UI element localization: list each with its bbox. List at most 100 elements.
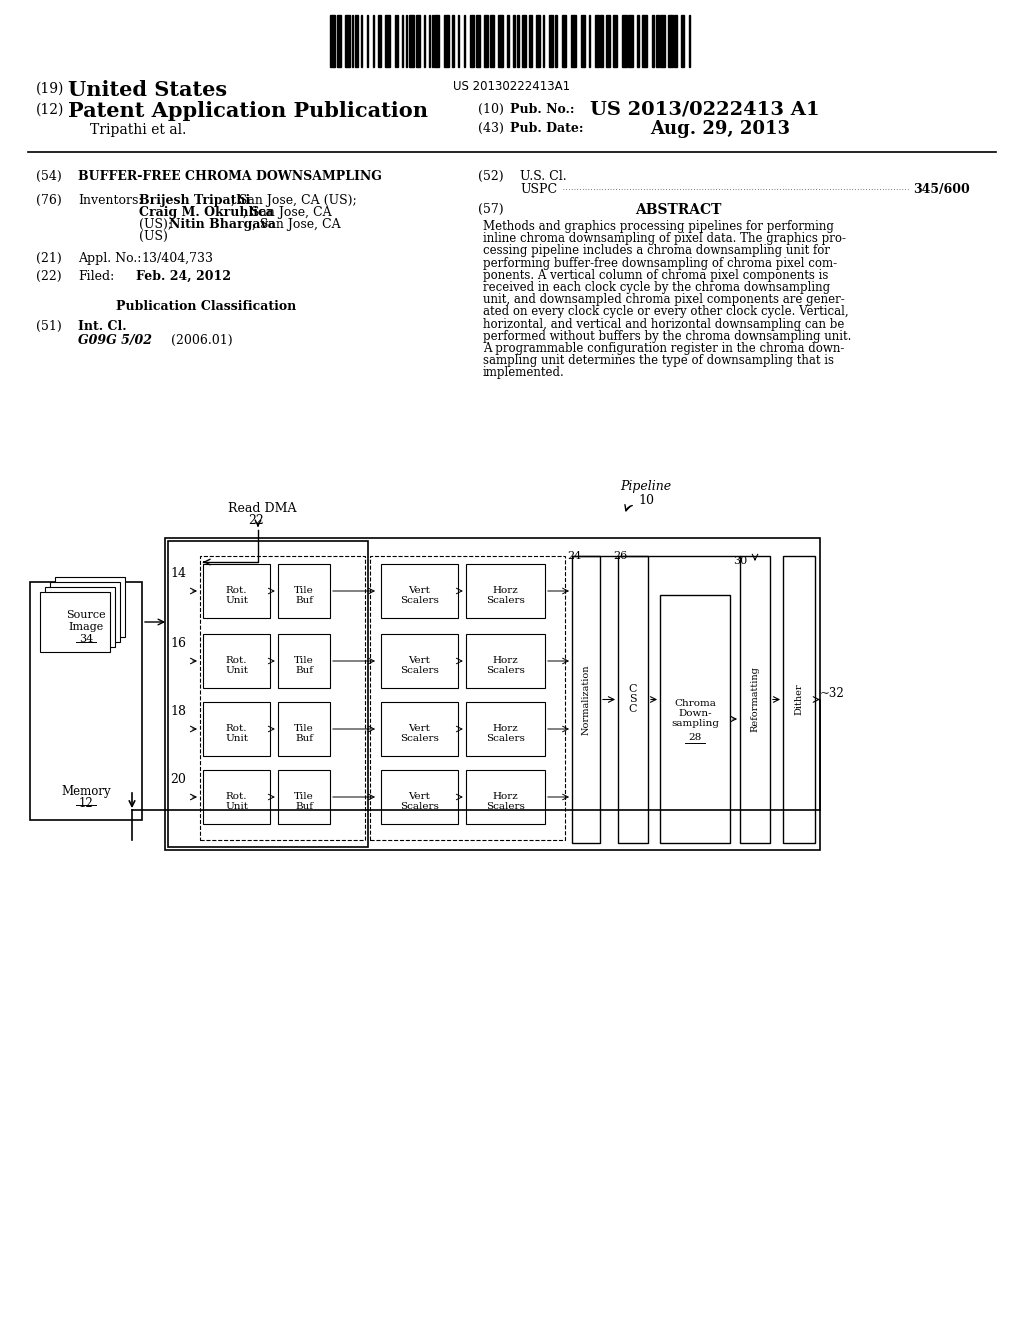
Bar bbox=[381, 564, 458, 618]
Text: Read DMA: Read DMA bbox=[228, 502, 297, 515]
Text: Rot.: Rot. bbox=[225, 723, 247, 733]
Bar bbox=[740, 556, 770, 843]
Bar bbox=[278, 634, 330, 688]
Text: Craig M. Okruhlica: Craig M. Okruhlica bbox=[139, 206, 273, 219]
Bar bbox=[416, 15, 420, 67]
Text: Tile: Tile bbox=[294, 656, 314, 665]
Bar bbox=[50, 582, 120, 642]
Text: A programmable configuration register in the chroma down-: A programmable configuration register in… bbox=[483, 342, 845, 355]
Bar bbox=[522, 15, 526, 67]
Text: Rot.: Rot. bbox=[225, 656, 247, 665]
Text: Pipeline: Pipeline bbox=[620, 480, 671, 492]
Text: , San Jose, CA: , San Jose, CA bbox=[243, 206, 332, 219]
Bar bbox=[668, 15, 673, 67]
Text: Inventors:: Inventors: bbox=[78, 194, 142, 207]
Text: Vert: Vert bbox=[409, 656, 430, 665]
Bar bbox=[613, 15, 617, 67]
Text: Scalers: Scalers bbox=[486, 734, 525, 743]
Bar bbox=[203, 564, 270, 618]
Text: 345/600: 345/600 bbox=[913, 183, 970, 195]
Text: Scalers: Scalers bbox=[400, 734, 439, 743]
Text: 12: 12 bbox=[79, 797, 93, 810]
Text: (19): (19) bbox=[36, 82, 65, 96]
Text: 28: 28 bbox=[688, 733, 701, 742]
Text: Brijesh Tripathi: Brijesh Tripathi bbox=[139, 194, 250, 207]
Bar bbox=[555, 15, 557, 67]
Text: BUFFER-FREE CHROMA DOWNSAMPLING: BUFFER-FREE CHROMA DOWNSAMPLING bbox=[78, 170, 382, 183]
Text: Memory: Memory bbox=[61, 785, 111, 799]
Text: Scalers: Scalers bbox=[486, 803, 525, 810]
Text: US 2013/0222413 A1: US 2013/0222413 A1 bbox=[590, 102, 819, 119]
Text: Unit: Unit bbox=[225, 667, 248, 675]
Bar bbox=[470, 15, 474, 67]
Bar bbox=[381, 634, 458, 688]
Text: Pub. No.:: Pub. No.: bbox=[510, 103, 574, 116]
Bar bbox=[168, 541, 368, 847]
Text: Appl. No.:: Appl. No.: bbox=[78, 252, 141, 265]
Text: ABSTRACT: ABSTRACT bbox=[635, 203, 721, 216]
Text: Feb. 24, 2012: Feb. 24, 2012 bbox=[136, 271, 231, 282]
Text: (21): (21) bbox=[36, 252, 61, 265]
Text: Vert: Vert bbox=[409, 723, 430, 733]
Bar bbox=[466, 634, 545, 688]
Bar bbox=[381, 702, 458, 756]
Text: Buf: Buf bbox=[295, 803, 313, 810]
Bar bbox=[330, 15, 335, 67]
Text: 13/404,733: 13/404,733 bbox=[141, 252, 213, 265]
Bar bbox=[507, 15, 509, 67]
Text: Publication Classification: Publication Classification bbox=[116, 300, 296, 313]
Text: Horz: Horz bbox=[493, 792, 518, 801]
Bar bbox=[278, 564, 330, 618]
Bar bbox=[637, 15, 639, 67]
Bar bbox=[444, 15, 449, 67]
Bar bbox=[549, 15, 553, 67]
Text: U.S. Cl.: U.S. Cl. bbox=[520, 170, 566, 183]
Bar bbox=[595, 15, 599, 67]
Text: (52): (52) bbox=[478, 170, 504, 183]
Text: Patent Application Publication: Patent Application Publication bbox=[68, 102, 428, 121]
Text: Buf: Buf bbox=[295, 667, 313, 675]
Text: 20: 20 bbox=[170, 774, 186, 785]
Bar bbox=[660, 15, 665, 67]
Text: Image: Image bbox=[69, 622, 103, 632]
Bar bbox=[498, 15, 503, 67]
Text: Horz: Horz bbox=[493, 723, 518, 733]
Text: Reformatting: Reformatting bbox=[751, 667, 760, 733]
Text: Source: Source bbox=[67, 610, 105, 620]
Text: G09G 5/02: G09G 5/02 bbox=[78, 334, 152, 347]
Bar bbox=[484, 15, 488, 67]
Text: ~32: ~32 bbox=[820, 686, 845, 700]
Bar bbox=[622, 15, 627, 67]
Text: (43): (43) bbox=[478, 121, 504, 135]
Text: (51): (51) bbox=[36, 319, 61, 333]
Bar bbox=[660, 595, 730, 843]
Text: Tripathi et al.: Tripathi et al. bbox=[90, 123, 186, 137]
Text: Int. Cl.: Int. Cl. bbox=[78, 319, 127, 333]
Text: (US);: (US); bbox=[139, 218, 176, 231]
Bar bbox=[40, 591, 110, 652]
Text: Pub. Date:: Pub. Date: bbox=[510, 121, 584, 135]
Text: Down-: Down- bbox=[678, 710, 712, 718]
Bar bbox=[674, 15, 677, 67]
Bar bbox=[45, 587, 115, 647]
Text: Horz: Horz bbox=[493, 656, 518, 665]
Bar bbox=[652, 15, 654, 67]
Text: S: S bbox=[629, 694, 637, 705]
Text: United States: United States bbox=[68, 81, 227, 100]
Text: Normalization: Normalization bbox=[582, 664, 591, 735]
Text: ponents. A vertical column of chroma pixel components is: ponents. A vertical column of chroma pix… bbox=[483, 269, 828, 281]
Text: (54): (54) bbox=[36, 170, 61, 183]
Bar bbox=[529, 15, 532, 67]
Text: (76): (76) bbox=[36, 194, 61, 207]
Bar bbox=[513, 15, 515, 67]
Text: 18: 18 bbox=[170, 705, 186, 718]
Text: 24: 24 bbox=[567, 550, 582, 561]
Bar bbox=[370, 556, 565, 840]
Text: 22: 22 bbox=[248, 513, 264, 527]
Bar bbox=[278, 770, 330, 824]
Bar bbox=[203, 702, 270, 756]
Text: Tile: Tile bbox=[294, 792, 314, 801]
Text: performed without buffers by the chroma downsampling unit.: performed without buffers by the chroma … bbox=[483, 330, 851, 343]
Text: Rot.: Rot. bbox=[225, 792, 247, 801]
Text: received in each clock cycle by the chroma downsampling: received in each clock cycle by the chro… bbox=[483, 281, 830, 294]
